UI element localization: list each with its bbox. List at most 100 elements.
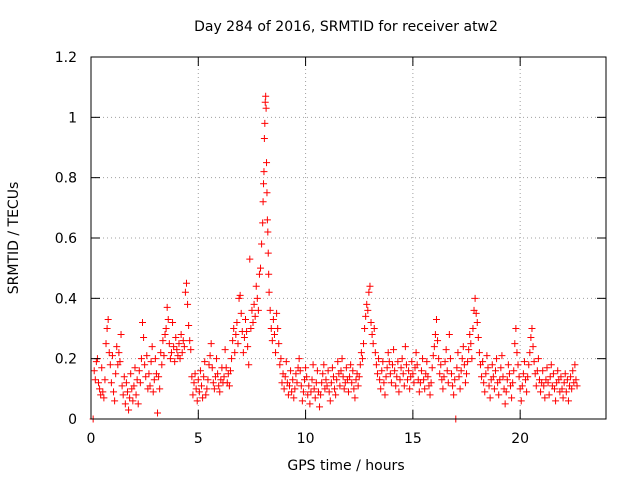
data-point: [231, 349, 239, 357]
data-point: [410, 379, 418, 387]
data-point: [460, 361, 468, 369]
data-point: [446, 355, 454, 363]
data-point: [525, 361, 533, 369]
data-point: [430, 343, 438, 351]
data-point: [406, 385, 414, 393]
data-point: [362, 312, 370, 320]
data-point: [108, 352, 116, 360]
data-point: [159, 337, 167, 345]
data-point: [158, 361, 166, 369]
data-point: [478, 373, 486, 381]
data-point: [458, 355, 466, 363]
data-point: [369, 340, 377, 348]
data-point: [426, 391, 434, 399]
data-point: [126, 394, 134, 402]
data-point: [382, 373, 390, 381]
data-point: [188, 373, 196, 381]
data-point: [327, 379, 335, 387]
data-point: [102, 340, 110, 348]
data-point: [132, 391, 140, 399]
data-point: [331, 385, 339, 393]
data-point: [473, 318, 481, 326]
data-point: [368, 331, 376, 339]
data-point: [154, 409, 162, 417]
data-point: [463, 370, 471, 378]
data-point: [173, 346, 181, 354]
data-point: [355, 373, 363, 381]
data-point: [244, 343, 252, 351]
data-point: [342, 364, 350, 372]
x-tick-label: 20: [511, 431, 529, 447]
data-point: [261, 119, 269, 127]
data-point: [164, 315, 172, 323]
data-point: [229, 337, 237, 345]
data-point: [366, 282, 374, 290]
data-point: [461, 379, 469, 387]
data-point: [198, 382, 206, 390]
data-point: [139, 318, 146, 326]
data-point: [357, 349, 365, 357]
data-point: [325, 388, 333, 396]
data-point: [373, 370, 381, 378]
data-point: [572, 376, 580, 384]
data-point: [481, 388, 489, 396]
data-point: [384, 349, 392, 357]
data-point: [263, 189, 271, 197]
data-point: [284, 391, 292, 399]
data-point: [512, 325, 520, 332]
data-point: [443, 367, 451, 375]
data-point: [412, 349, 420, 357]
data-point: [242, 315, 249, 323]
data-point: [199, 394, 207, 402]
data-point: [399, 370, 407, 378]
data-point: [333, 376, 341, 384]
data-point: [262, 92, 270, 100]
data-point: [518, 382, 526, 390]
data-point: [293, 379, 301, 387]
data-point: [151, 355, 159, 363]
data-point: [451, 376, 459, 384]
data-point: [567, 373, 575, 381]
data-point: [123, 388, 131, 396]
data-point: [472, 309, 480, 317]
data-point: [143, 352, 151, 360]
data-point: [323, 382, 331, 390]
data-point: [308, 376, 316, 384]
data-point: [455, 373, 463, 381]
data-point: [313, 367, 321, 375]
axis-ticks: 0 0.2 0.4 0.6 0.8 1 1.2 0 5 10 15 20: [55, 50, 606, 447]
data-point: [510, 367, 518, 375]
data-point: [317, 391, 325, 399]
data-point: [544, 379, 552, 387]
data-point: [260, 134, 268, 142]
data-point: [415, 388, 423, 396]
data-point: [135, 367, 143, 375]
y-tick-label: 0.6: [55, 231, 77, 247]
data-point: [551, 385, 558, 393]
data-point: [161, 331, 169, 339]
data-point: [349, 367, 357, 375]
data-point: [380, 379, 388, 387]
data-point: [513, 349, 521, 357]
data-point: [365, 288, 373, 296]
data-point: [222, 364, 230, 372]
data-point: [311, 394, 319, 402]
data-point: [233, 318, 241, 326]
data-point: [503, 376, 511, 384]
data-point: [561, 370, 569, 378]
data-point: [398, 355, 406, 363]
data-point: [202, 391, 210, 399]
data-point: [456, 385, 464, 393]
data-point: [370, 325, 378, 332]
data-point: [337, 367, 345, 375]
data-point: [192, 385, 200, 393]
data-point: [442, 346, 450, 354]
data-point: [408, 358, 416, 366]
data-point: [207, 340, 215, 348]
data-point: [569, 367, 577, 375]
data-point: [310, 385, 318, 393]
x-axis-label: GPS time / hours: [287, 458, 404, 474]
data-point: [537, 388, 545, 396]
data-point: [562, 388, 570, 396]
data-point: [273, 309, 281, 317]
